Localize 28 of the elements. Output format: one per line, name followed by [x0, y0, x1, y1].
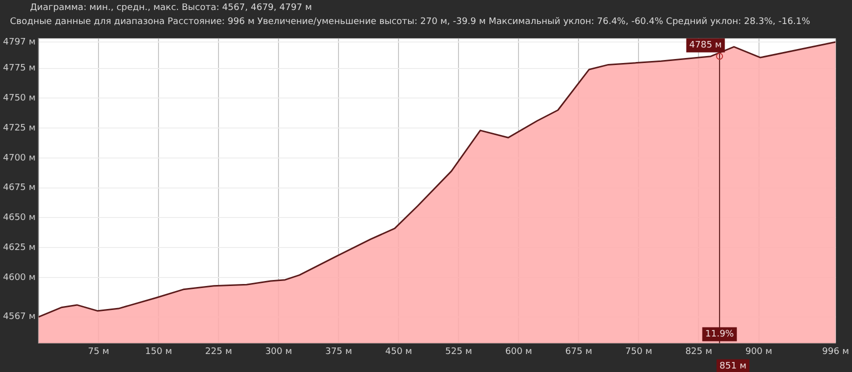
x-tick-label: 825 м — [685, 346, 712, 357]
y-tick-label: 4650 м — [2, 213, 36, 224]
x-tick-label: 525 м — [445, 346, 472, 357]
y-tick-label: 4600 м — [2, 272, 36, 283]
x-tick-label: 996 м — [822, 346, 850, 357]
y-tick-label: 4750 м — [2, 94, 36, 104]
annotation: 11.9% — [705, 330, 734, 340]
chart-subtitle: Сводные данные для диапазона Расстояние: 996 м Увеличение/уменьшение высоты: 270 м, -39.9 м Максимальный уклон: 76.4%, -60.4% Средний уклон: 28.3%, -16.1% — [9, 16, 812, 29]
x-tick-label: 225 м — [205, 346, 232, 357]
y-tick-label: 4625 м — [2, 242, 36, 253]
y-tick-label: 4797 м — [2, 37, 36, 48]
y-tick-label: 4725 м — [2, 123, 36, 134]
x-tick-label: 750 м — [625, 346, 652, 357]
x-tick-label: 75 м — [88, 346, 110, 357]
x-tick-label: 450 м — [385, 346, 412, 357]
y-tick-label: 4567 м — [2, 312, 36, 322]
y-tick-label: 4675 м — [2, 183, 36, 194]
x-tick-label: 900 м — [745, 346, 772, 357]
x-tick-label: 300 м — [265, 346, 292, 357]
x-tick-label: 150 м — [145, 346, 172, 357]
y-tick-label: 4700 м — [2, 153, 36, 164]
annotation: 4785 м — [689, 40, 722, 51]
y-tick-label: 4775 м — [2, 64, 36, 74]
x-tick-label: 675 м — [565, 346, 592, 357]
chart-title: Диаграмма: мин., средн., макс. Высота: 4567, 4679, 4797 м — [29, 2, 313, 15]
x-tick-label: 600 м — [505, 346, 532, 357]
ref-line-label: 851 м — [720, 362, 746, 372]
x-tick-label: 375 м — [325, 346, 352, 357]
